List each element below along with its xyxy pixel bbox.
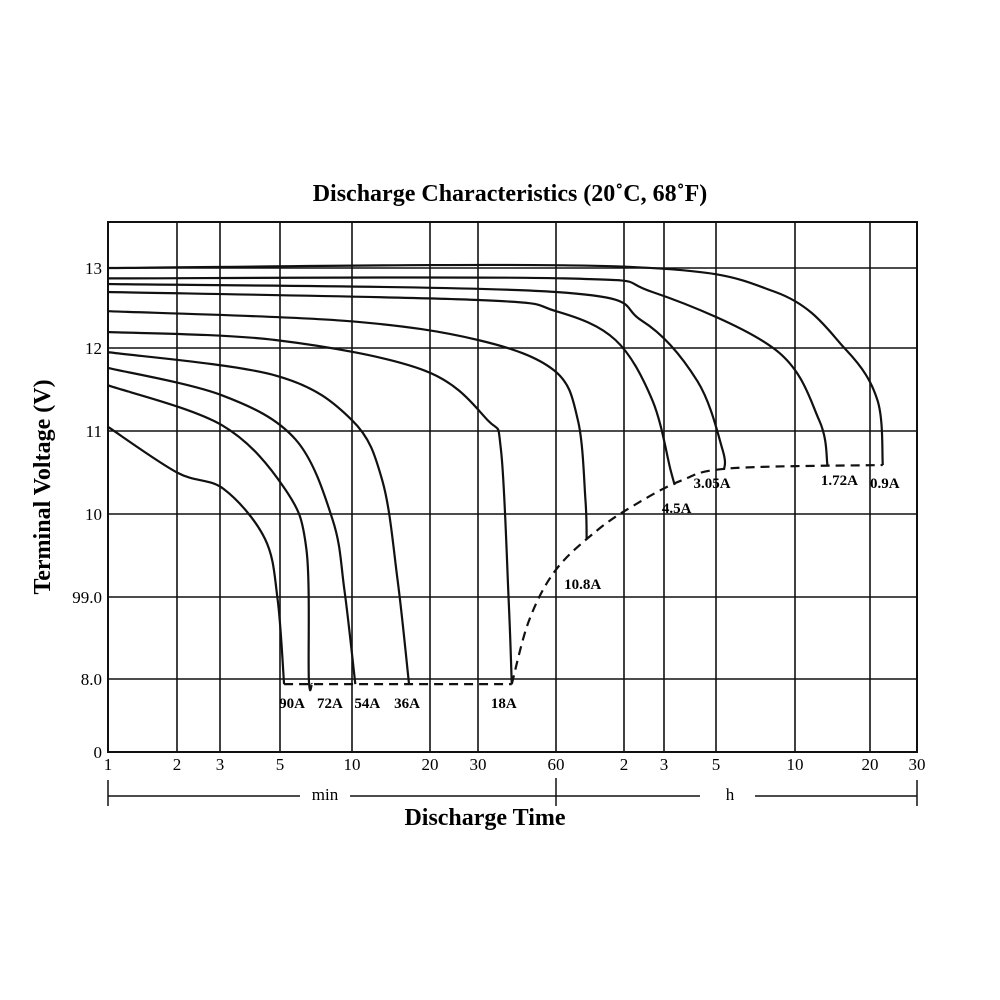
x-tick-label: 30: [909, 755, 926, 774]
x-tick-label: 10: [344, 755, 361, 774]
y-tick-label: 8.0: [81, 670, 102, 689]
cutoff-voltage-curve: [510, 463, 883, 685]
x-tick-label: 10: [787, 755, 804, 774]
x-tick-label: 20: [422, 755, 439, 774]
discharge-curve-90a: [107, 425, 286, 685]
discharge-curve-3-05a: [107, 282, 727, 471]
curve-label: 4.5A: [662, 501, 692, 517]
y-tick-label: 11: [86, 422, 102, 441]
curve-label: 18A: [491, 696, 517, 712]
discharge-curve-72a: [107, 384, 314, 692]
x-tick-label: 5: [276, 755, 285, 774]
x-tick-label: 2: [173, 755, 182, 774]
y-tick-label: 0: [94, 743, 103, 762]
x-tick-label: 20: [862, 755, 879, 774]
y-tick-label: 13: [85, 259, 102, 278]
y-tick-label: 99.0: [72, 588, 102, 607]
y-axis-title: Terminal Voltage (V): [30, 379, 56, 594]
curve-label: 90A: [279, 696, 305, 712]
min-unit-label: min: [312, 785, 339, 804]
y-tick-labels: 0 8.0 99.0 10 11 12 13: [72, 259, 102, 762]
curve-labels: 90A 72A 54A 36A 18A 10.8A 4.5A3.05A 1.72A 0.9A: [279, 473, 900, 712]
discharge-curve-18a: [107, 330, 513, 685]
x-tick-label: 2: [620, 755, 629, 774]
discharge-curve-54a: [107, 366, 357, 685]
discharge-curve-10-8a: [107, 310, 588, 539]
chart-title: Discharge Characteristics (20˚C, 68˚F): [313, 181, 708, 207]
x-tick-label: 60: [548, 755, 565, 774]
discharge-curve-4-5a: [107, 290, 676, 486]
y-tick-label: 12: [85, 339, 102, 358]
discharge-curve-1-72a: [107, 276, 829, 466]
x-tick-labels: 1 2 3 5 10 20 30 60 2 3 5 10 20 30: [104, 755, 926, 774]
curve-label: 72A: [317, 696, 343, 712]
hour-unit-label: h: [726, 785, 735, 804]
curves: [107, 263, 884, 692]
x-axis-title: Discharge Time: [404, 805, 565, 831]
x-tick-label: 30: [470, 755, 487, 774]
x-tick-label: 3: [216, 755, 225, 774]
discharge-curve-0-9a: [107, 263, 884, 466]
curve-label: 0.9A: [870, 476, 900, 492]
discharge-curve-36a: [107, 351, 411, 685]
x-tick-label: 3: [660, 755, 669, 774]
x-tick-label: 1: [104, 755, 113, 774]
curve-label: 36A: [394, 696, 420, 712]
curve-label: 3.05A: [694, 476, 731, 492]
y-tick-label: 10: [85, 505, 102, 524]
curve-label: 10.8A: [564, 577, 601, 593]
curve-label: 1.72A: [821, 473, 858, 489]
grid: [107, 221, 918, 753]
curve-label: 54A: [354, 696, 380, 712]
time-unit-bracket: min h: [107, 778, 918, 806]
x-tick-label: 5: [712, 755, 721, 774]
